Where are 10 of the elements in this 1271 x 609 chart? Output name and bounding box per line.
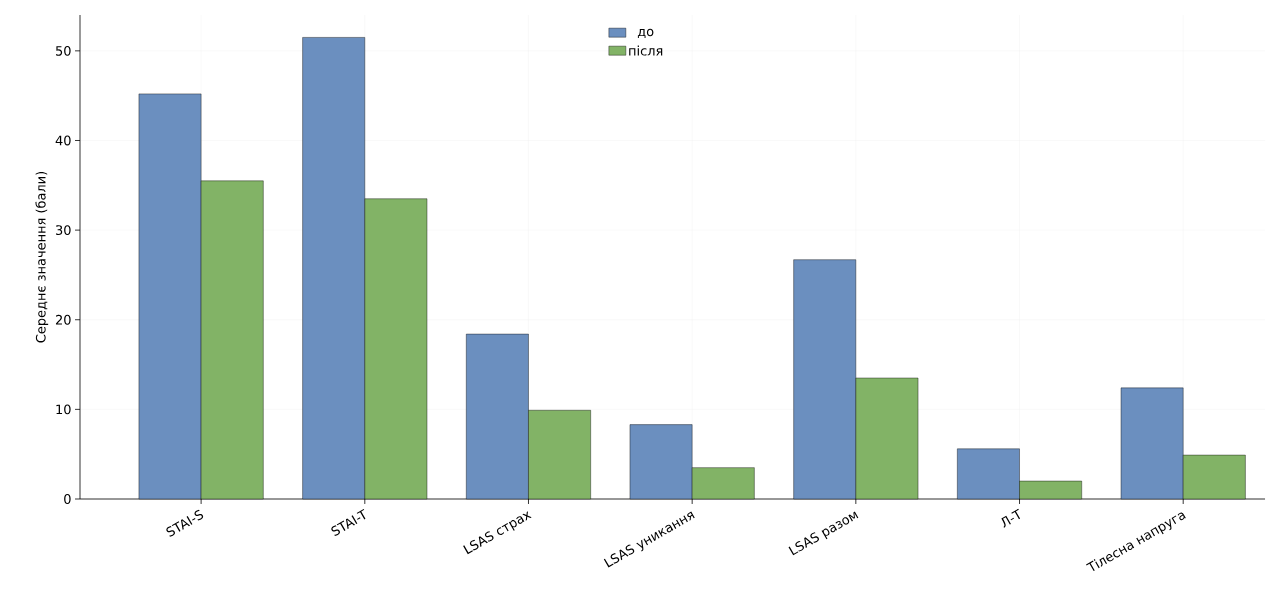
legend-label: після bbox=[629, 45, 663, 56]
y-tick-label: 50 bbox=[56, 45, 71, 56]
y-tick-label: 30 bbox=[56, 225, 71, 236]
y-tick-label: 10 bbox=[56, 404, 71, 415]
x-tick-label: Л-Т bbox=[1001, 508, 1021, 528]
y-tick-label: 0 bbox=[64, 494, 71, 504]
y-tick-label: 20 bbox=[55, 314, 71, 325]
y-tick-label: 40 bbox=[55, 135, 71, 146]
legend-label: до bbox=[637, 28, 654, 38]
y-axis-title: Середнє значення (бали) bbox=[35, 171, 49, 343]
